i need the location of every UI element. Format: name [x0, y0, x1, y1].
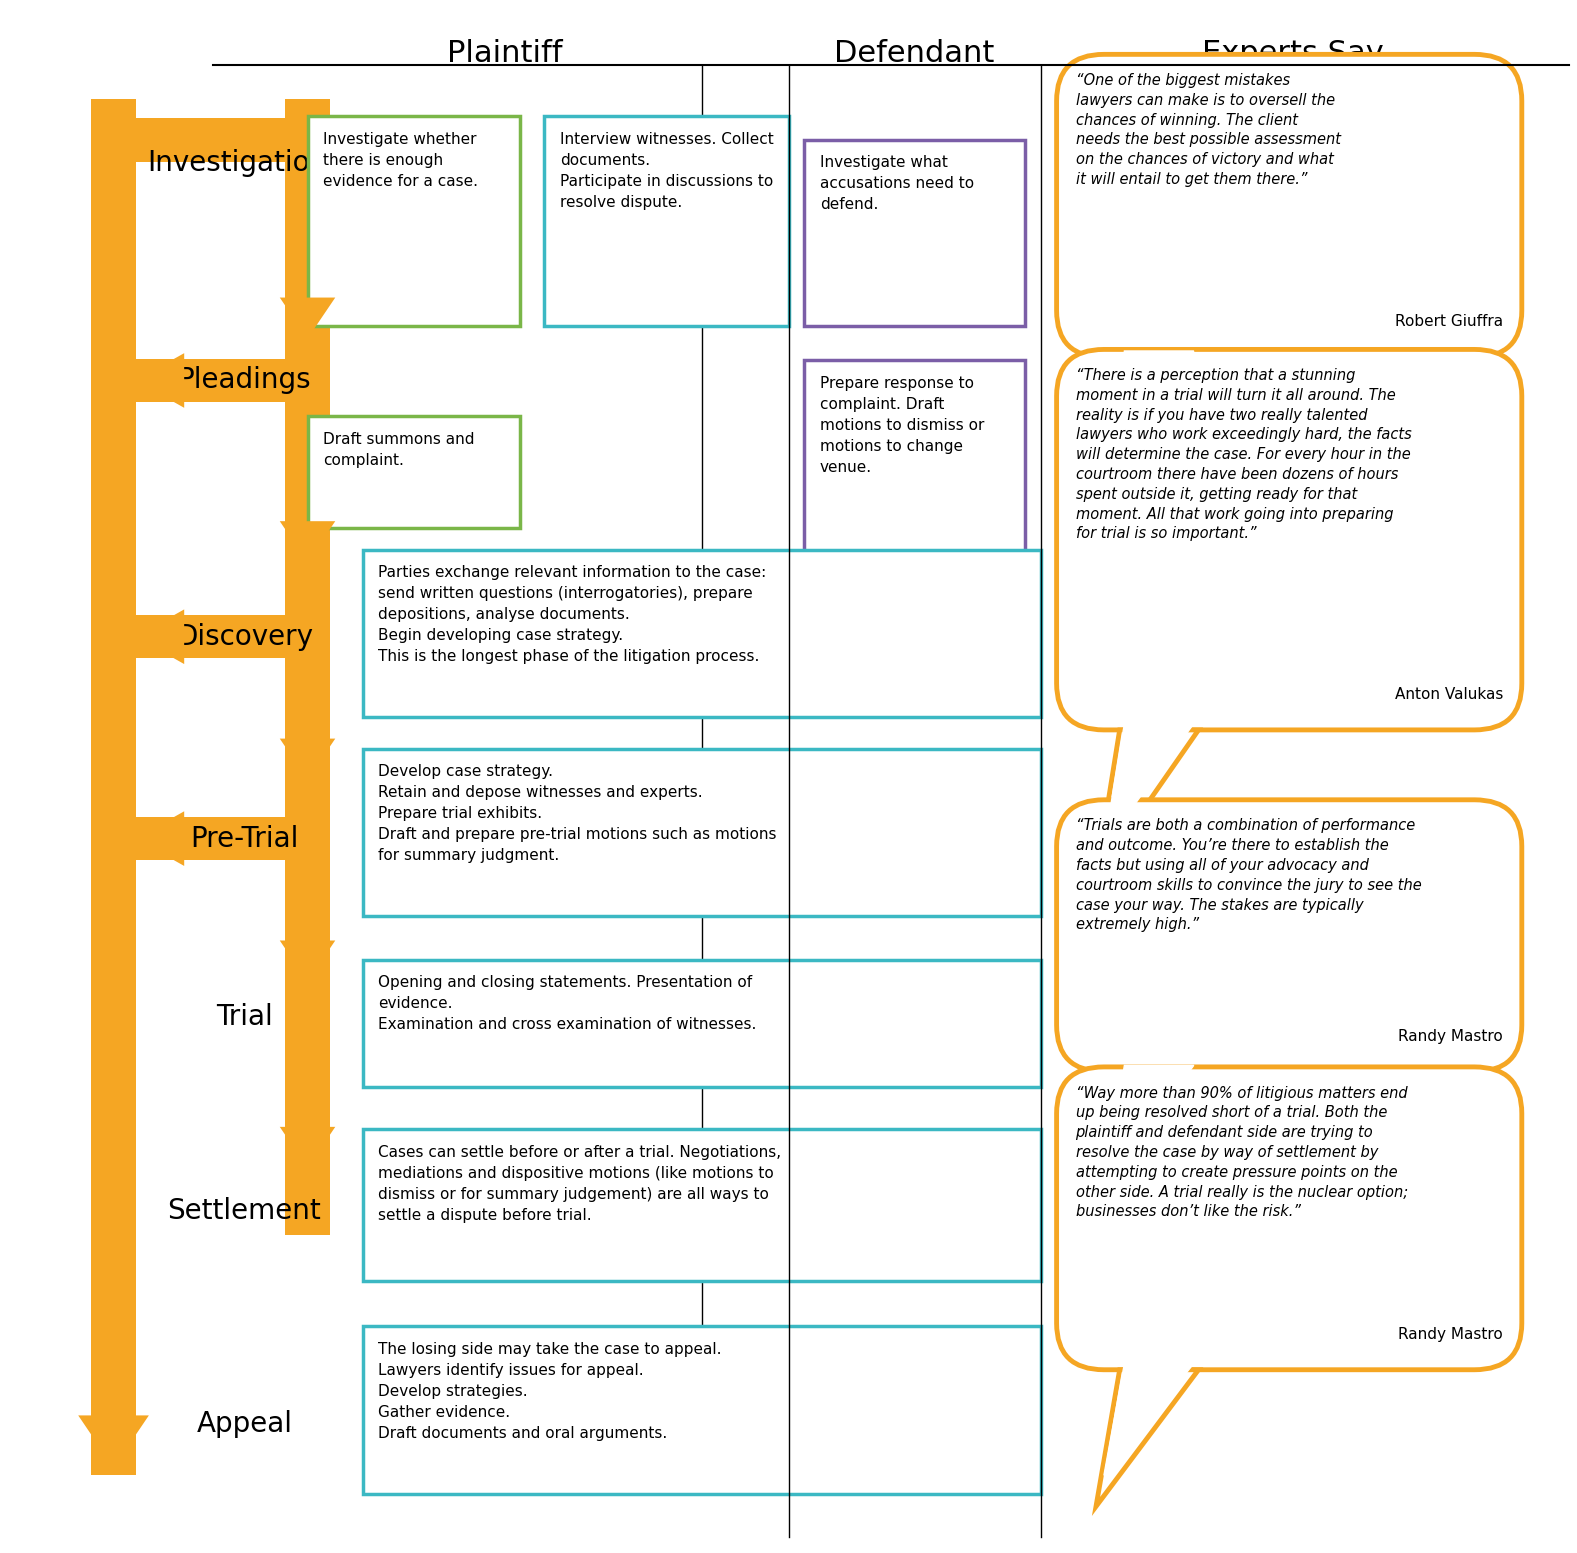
- Text: Settlement: Settlement: [167, 1197, 322, 1225]
- FancyBboxPatch shape: [1057, 800, 1522, 1072]
- Polygon shape: [279, 298, 336, 339]
- Text: Parties exchange relevant information to the case:
send written questions (inter: Parties exchange relevant information to…: [378, 565, 766, 665]
- Polygon shape: [279, 1127, 336, 1168]
- Polygon shape: [136, 609, 185, 665]
- Bar: [804, 360, 1025, 562]
- Polygon shape: [1104, 1065, 1194, 1188]
- Polygon shape: [1096, 730, 1199, 877]
- FancyBboxPatch shape: [1057, 1067, 1522, 1370]
- Text: Investigations: Investigations: [147, 149, 342, 177]
- Text: Develop case strategy.
Retain and depose witnesses and experts.
Prepare trial ex: Develop case strategy. Retain and depose…: [378, 764, 777, 863]
- Polygon shape: [1104, 351, 1194, 528]
- Text: Randy Mastro: Randy Mastro: [1399, 1326, 1503, 1342]
- Text: Opening and closing statements. Presentation of
evidence.
Examination and cross : Opening and closing statements. Presenta…: [378, 975, 757, 1033]
- Bar: [285, 99, 330, 1235]
- Bar: [136, 359, 308, 402]
- Polygon shape: [1104, 724, 1194, 846]
- Bar: [544, 116, 788, 326]
- Bar: [136, 615, 308, 658]
- Text: “There is a perception that a stunning
moment in a trial will turn it all around: “There is a perception that a stunning m…: [1076, 368, 1411, 542]
- Text: Appeal: Appeal: [197, 1410, 292, 1438]
- FancyBboxPatch shape: [1057, 349, 1522, 730]
- Text: Discovery: Discovery: [177, 623, 312, 651]
- Text: Randy Mastro: Randy Mastro: [1399, 1028, 1503, 1044]
- Text: Robert Giuffra: Robert Giuffra: [1394, 314, 1503, 329]
- Text: “Way more than 90% of litigious matters end
up being resolved short of a trial. : “Way more than 90% of litigious matters …: [1076, 1086, 1408, 1219]
- Bar: [308, 416, 520, 528]
- Text: Plaintiff: Plaintiff: [446, 39, 563, 68]
- Text: Cases can settle before or after a trial. Negotiations,
mediations and dispositi: Cases can settle before or after a trial…: [378, 1145, 782, 1222]
- Bar: [91, 99, 136, 1475]
- Polygon shape: [136, 353, 185, 408]
- Text: Interview witnesses. Collect
documents.
Participate in discussions to
resolve di: Interview witnesses. Collect documents. …: [560, 132, 774, 210]
- Polygon shape: [1096, 1072, 1199, 1219]
- Bar: [308, 116, 520, 326]
- Polygon shape: [1096, 1370, 1199, 1506]
- FancyBboxPatch shape: [1057, 54, 1522, 357]
- Polygon shape: [279, 941, 336, 981]
- Bar: [804, 140, 1025, 326]
- Text: Trial: Trial: [216, 1003, 273, 1031]
- Polygon shape: [1096, 357, 1199, 559]
- Text: Investigate whether
there is enough
evidence for a case.: Investigate whether there is enough evid…: [323, 132, 478, 189]
- Text: Experts Say: Experts Say: [1202, 39, 1385, 68]
- Bar: [363, 1129, 1041, 1281]
- Polygon shape: [279, 739, 336, 780]
- Polygon shape: [1104, 1364, 1194, 1475]
- Text: “One of the biggest mistakes
lawyers can make is to oversell the
chances of winn: “One of the biggest mistakes lawyers can…: [1076, 73, 1340, 186]
- Polygon shape: [79, 1415, 148, 1468]
- Text: Pre-Trial: Pre-Trial: [191, 825, 298, 853]
- Text: Draft summons and
complaint.: Draft summons and complaint.: [323, 432, 475, 467]
- Text: Defendant: Defendant: [834, 39, 995, 68]
- Bar: [363, 749, 1041, 916]
- Bar: [91, 118, 308, 162]
- Bar: [363, 550, 1041, 717]
- Text: The losing side may take the case to appeal.
Lawyers identify issues for appeal.: The losing side may take the case to app…: [378, 1342, 722, 1441]
- Bar: [363, 1326, 1041, 1494]
- Text: “Trials are both a combination of performance
and outcome. You’re there to estab: “Trials are both a combination of perfor…: [1076, 818, 1421, 932]
- Text: Prepare response to
complaint. Draft
motions to dismiss or
motions to change
ven: Prepare response to complaint. Draft mot…: [820, 376, 984, 475]
- Bar: [136, 817, 308, 860]
- Text: Anton Valukas: Anton Valukas: [1394, 686, 1503, 702]
- Bar: [363, 960, 1041, 1087]
- Text: Investigate what
accusations need to
defend.: Investigate what accusations need to def…: [820, 155, 975, 213]
- Polygon shape: [136, 811, 185, 867]
- Polygon shape: [279, 522, 336, 562]
- Text: Pleadings: Pleadings: [178, 367, 311, 394]
